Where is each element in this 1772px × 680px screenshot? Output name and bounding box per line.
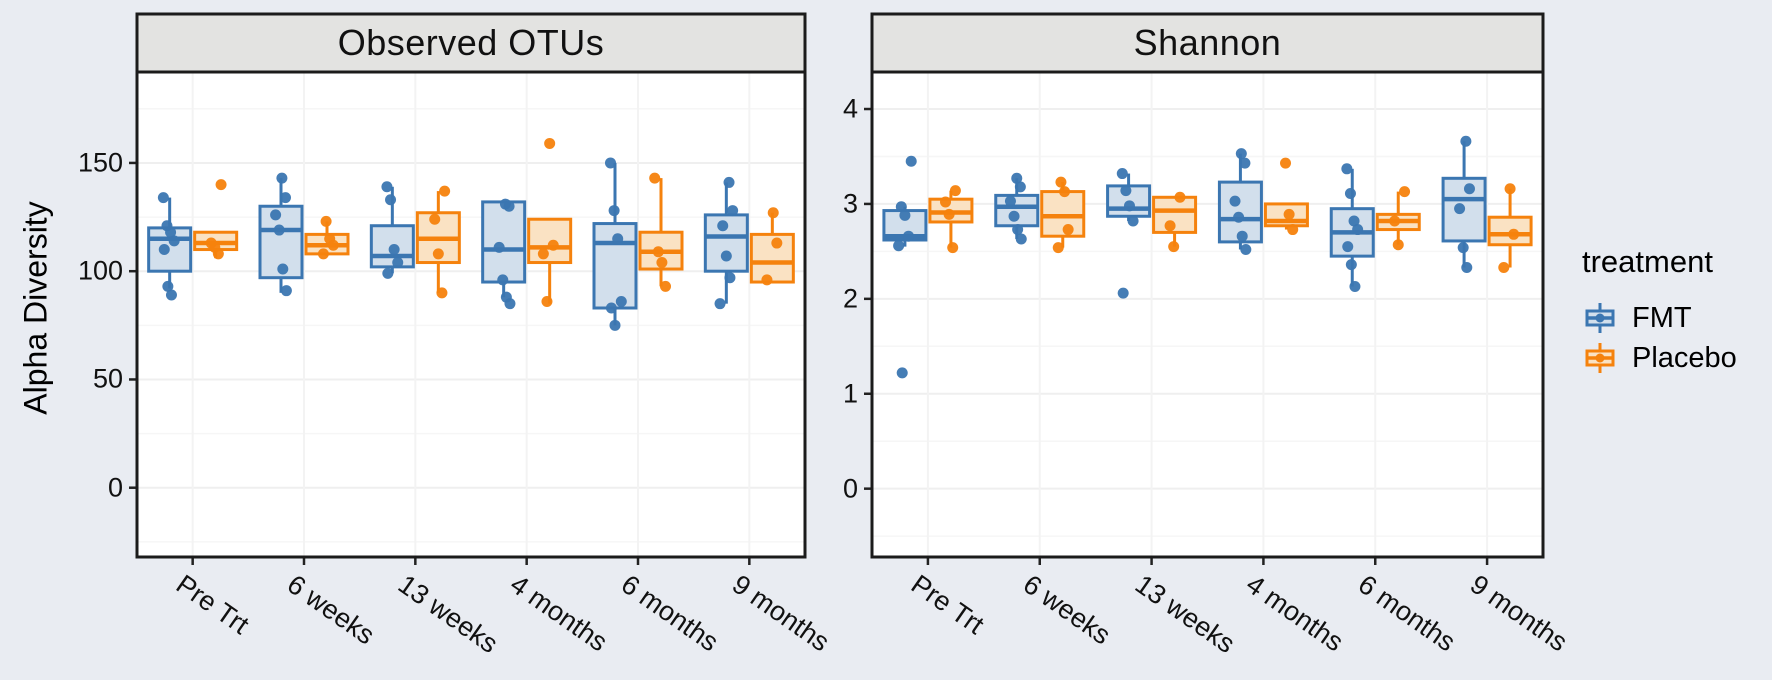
y-tick-label: 4 — [842, 93, 858, 124]
boxplot-key-icon-fmt — [1585, 303, 1615, 333]
boxplot-fmt-0 — [882, 155, 928, 379]
y-tick-label: 100 — [77, 255, 123, 286]
y-tick-label: 0 — [107, 472, 123, 503]
legend-entry-label: Placebo — [1632, 341, 1737, 374]
boxplot-placebo-2 — [1152, 191, 1198, 253]
boxplot-placebo-4 — [638, 172, 684, 292]
boxplot-fmt-3 — [1217, 148, 1263, 255]
boxplot-placebo-2 — [415, 185, 461, 299]
y-tick-label: 150 — [77, 147, 123, 178]
boxplot-fmt-2 — [369, 181, 415, 279]
y-axis-title: Alpha Diversity — [17, 201, 54, 415]
boxplot-placebo-3 — [1263, 157, 1309, 236]
y-tick-label: 3 — [842, 188, 858, 219]
y-tick-label: 50 — [92, 363, 123, 394]
y-tick-label: 0 — [842, 473, 858, 504]
boxplot-placebo-1 — [1040, 176, 1086, 254]
boxplot-fmt-5 — [703, 176, 749, 310]
legend: treatment FMT Placebo — [1582, 244, 1737, 378]
boxplot-fmt-4 — [592, 157, 638, 331]
boxplot-fmt-5 — [1441, 135, 1487, 274]
y-tick-label: 1 — [842, 378, 858, 409]
legend-entry-placebo: Placebo — [1582, 338, 1737, 378]
boxplot-fmt-0 — [147, 192, 193, 301]
legend-title: treatment — [1582, 244, 1713, 279]
boxplot-placebo-0 — [193, 179, 239, 260]
boxplot-placebo-5 — [1487, 183, 1533, 274]
boxplot-key-icon-placebo — [1585, 343, 1615, 373]
legend-entry-label: FMT — [1632, 301, 1692, 334]
boxplot-placebo-1 — [304, 215, 350, 260]
boxplot-fmt-4 — [1329, 163, 1375, 293]
boxplot-placebo-5 — [749, 207, 795, 286]
boxplot-fmt-1 — [994, 172, 1040, 245]
boxplot-placebo-3 — [527, 137, 573, 308]
boxplot-fmt-2 — [1106, 168, 1152, 299]
legend-entry-fmt: FMT — [1582, 298, 1737, 338]
boxplot-placebo-0 — [928, 185, 974, 254]
boxplot-fmt-3 — [481, 198, 527, 310]
y-tick-label: 2 — [842, 283, 858, 314]
boxplot-fmt-1 — [258, 172, 304, 297]
boxplot-placebo-4 — [1375, 186, 1421, 251]
